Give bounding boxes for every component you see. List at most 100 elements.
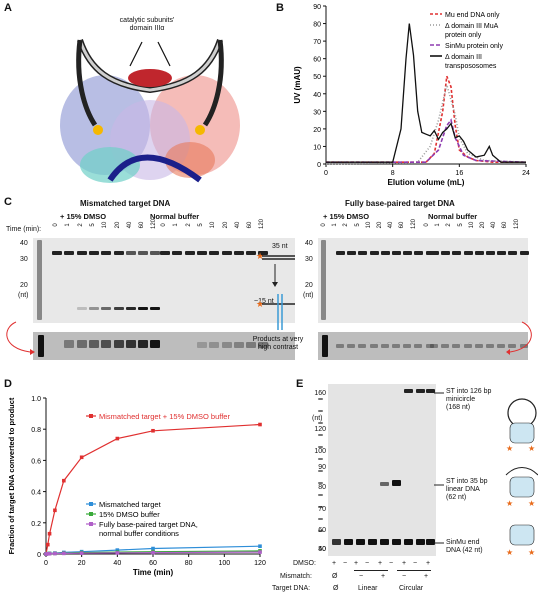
e-row-value: + [332, 560, 337, 567]
c-left-tick-20: 20 [20, 282, 28, 289]
c-right-tick-30: 30 [305, 256, 313, 263]
b-y-tick-label: 40 [313, 92, 321, 99]
d-legend-label: 15% DMSO buffer [99, 510, 160, 519]
substrate-band [88, 251, 99, 255]
e-row-value: Ø [332, 573, 338, 580]
b-series-line [325, 81, 527, 165]
d-point [79, 455, 84, 460]
svg-text:★: ★ [256, 299, 264, 309]
c-contrast-note: Products at very high contrast [252, 336, 304, 351]
time-tick-label: 2 [77, 223, 84, 227]
sinmu-band [380, 539, 389, 545]
time-tick-label: 1 [173, 223, 180, 227]
d-legend-label: Mismatched target [99, 500, 162, 509]
substrate-band [441, 251, 451, 255]
b-legend-label: SinMu protein only [445, 43, 503, 50]
contrast-band [336, 344, 344, 348]
time-tick-label: 60 [502, 221, 509, 229]
contrast-band [113, 340, 124, 348]
contrast-band [497, 344, 506, 348]
substrate-band [172, 251, 183, 255]
d-legend-marker [89, 502, 93, 506]
e-target-empty: Ø [333, 585, 339, 592]
d-point [258, 422, 262, 427]
e-dmso-row: + − + − + − + − + [332, 560, 432, 569]
st-circle-band [426, 389, 435, 393]
b-legend-label: Δ domain III [445, 54, 482, 61]
e-circular-line [397, 570, 431, 571]
d-point [53, 551, 57, 556]
contrast-band [150, 340, 161, 348]
substrate-band [414, 251, 424, 255]
d-point [79, 551, 84, 556]
substrate-band [497, 251, 507, 255]
c-right-title: Fully base-paired target DNA [345, 199, 455, 208]
panel-e-letter: E [296, 378, 304, 390]
substrate-band [258, 251, 269, 255]
c-left-tick-nt: (nt) [18, 292, 29, 299]
b-y-tick-label: 20 [313, 127, 321, 134]
time-tick-label: 20 [114, 221, 121, 229]
e-dmso-label: DMSO: [293, 560, 316, 567]
left-contrast-arrow [6, 321, 35, 355]
e-size-tick-label: 80 [318, 484, 326, 491]
substrate-band [474, 251, 484, 255]
svg-text:★: ★ [506, 548, 513, 557]
e-size-tick-label: 100 [314, 448, 326, 455]
b-legend-label: protein only [445, 32, 482, 39]
sinmu-band [344, 539, 353, 545]
d-y-tick-label: 0.2 [31, 521, 41, 528]
contrast-band [380, 344, 389, 348]
contrast-band [519, 344, 528, 348]
d-point [258, 544, 262, 548]
e-row-value: + [378, 560, 383, 567]
contrast-band [196, 342, 207, 348]
panel-d-letter: D [4, 378, 12, 390]
c-15nt: ~15 nt [254, 298, 274, 305]
e-nt-label: (nt) [312, 415, 323, 422]
time-tick-label: 10 [365, 221, 372, 229]
e-row-value: − [402, 573, 407, 580]
contrast-marker [38, 335, 44, 357]
time-tick-label: 0 [424, 223, 430, 227]
d-x-tick-label: 0 [44, 560, 48, 567]
b-legend-label: transpososomes [445, 63, 497, 70]
d-point [115, 551, 120, 555]
time-tick-label: 40 [388, 221, 395, 229]
e-size-tick-label: 60 [318, 527, 326, 534]
time-tick-label: 10 [210, 221, 217, 229]
b-x-tick-label: 0 [324, 170, 328, 177]
e-row-value: − [413, 560, 418, 567]
time-tick-label: 1 [435, 223, 442, 227]
contrast-band [369, 344, 378, 348]
d-point [258, 550, 262, 554]
c-left-time-row: 0 1 2 5 10 20 40 60 120 0 1 2 5 10 20 40 60 120 [50, 218, 295, 236]
contrast-band [425, 344, 434, 348]
time-tick-label: 20 [480, 221, 486, 229]
time-tick-label: 10 [468, 221, 475, 229]
substrate-band [380, 251, 390, 255]
time-tick-label: 1 [332, 223, 339, 227]
substrate-band [221, 251, 232, 255]
b-x-tick-label: 24 [522, 170, 530, 177]
contrast-band [347, 344, 356, 348]
e-size-tick-label: 120 [314, 426, 326, 433]
sinmu-band [426, 539, 435, 545]
c-right-dmso: + 15% DMSO [323, 212, 370, 221]
right-contrast-arrow [506, 321, 532, 355]
substrate-band [125, 251, 136, 255]
c-right-time-row: 0 1 2 5 10 20 40 60 120 0 1 2 5 10 20 40 60 120 [318, 219, 528, 236]
d-point [151, 546, 155, 551]
d-legend-label: normal buffer conditions [99, 529, 179, 538]
product-band [113, 307, 124, 310]
time-tick-label: 5 [354, 223, 361, 227]
e-annot-top: ST into 126 bp minicircle (168 nt) [446, 388, 492, 411]
e-annot-mid: ST into 35 bp linear DNA (62 nt) [446, 478, 488, 501]
substrate-band [113, 251, 124, 255]
svg-text:★: ★ [506, 444, 513, 453]
c-time-label: Time (min): [6, 226, 42, 233]
contrast-band [138, 340, 149, 348]
time-tick-label: 10 [102, 221, 109, 229]
time-tick-label: 120 [259, 218, 266, 229]
d-x-tick-label: 40 [113, 560, 121, 567]
